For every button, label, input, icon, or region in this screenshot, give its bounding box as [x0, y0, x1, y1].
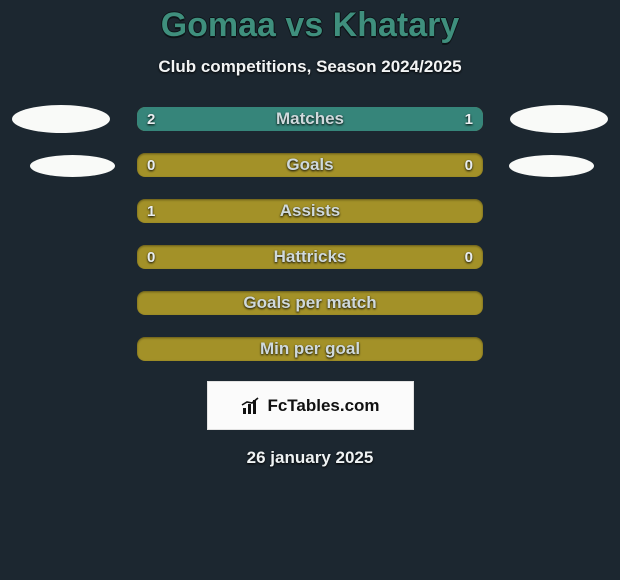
comparison-infographic: Gomaa vs Khatary Club competitions, Seas… [0, 0, 620, 580]
value-left: 0 [137, 153, 165, 177]
metric-row: Min per goal [0, 337, 620, 361]
metric-label: Goals [137, 153, 483, 177]
brand-text: FcTables.com [267, 396, 379, 416]
date-label: 26 january 2025 [0, 448, 620, 468]
metric-label: Goals per match [137, 291, 483, 315]
player-right-placeholder [510, 105, 608, 133]
team-right-placeholder [509, 155, 594, 177]
page-subtitle: Club competitions, Season 2024/2025 [0, 57, 620, 77]
metric-label: Hattricks [137, 245, 483, 269]
value-right: 0 [455, 153, 483, 177]
value-right: 1 [455, 107, 483, 131]
page-title: Gomaa vs Khatary [0, 0, 620, 45]
value-left: 0 [137, 245, 165, 269]
bar-left-fill [137, 107, 368, 131]
metric-row: Goals0 0 [0, 153, 620, 177]
value-right: 0 [455, 245, 483, 269]
metric-row: Matches21 [0, 107, 620, 131]
metric-row: Goals per match [0, 291, 620, 315]
metric-bar: Hattricks0 0 [137, 245, 483, 269]
metric-row: Hattricks0 0 [0, 245, 620, 269]
metric-bar: Goals0 0 [137, 153, 483, 177]
footer-brand-box: FcTables.com [207, 381, 414, 430]
metric-bar: Matches21 [137, 107, 483, 131]
brand-logo: FcTables.com [240, 396, 379, 416]
metric-bar: Goals per match [137, 291, 483, 315]
metric-rows: Matches21Goals00Assists1Hattricks00Goals… [0, 107, 620, 361]
chart-icon [240, 396, 262, 416]
metric-bar: Min per goal [137, 337, 483, 361]
metric-label: Min per goal [137, 337, 483, 361]
metric-row: Assists1 [0, 199, 620, 223]
metric-label: Assists [137, 199, 483, 223]
value-left: 2 [137, 107, 165, 131]
team-left-placeholder [30, 155, 115, 177]
value-left: 1 [137, 199, 165, 223]
player-left-placeholder [12, 105, 110, 133]
metric-bar: Assists1 [137, 199, 483, 223]
